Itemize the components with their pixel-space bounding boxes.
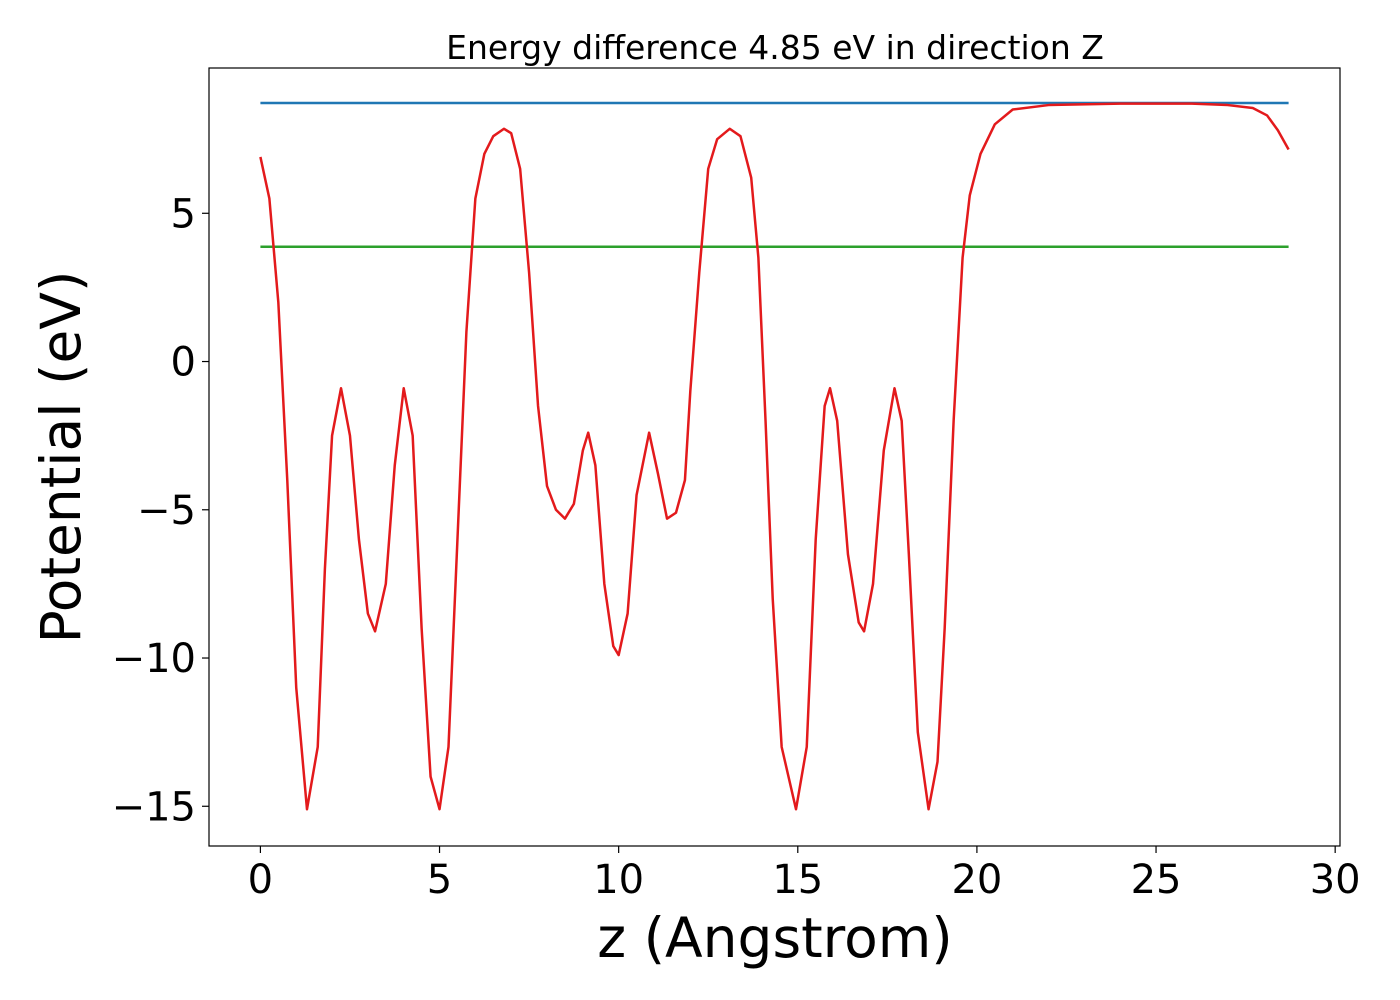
y-tick-label: −15 <box>112 784 196 830</box>
x-tick-label: 5 <box>427 857 452 903</box>
y-axis-label: Potential (eV) <box>29 271 93 644</box>
y-tick-label: 5 <box>171 191 196 237</box>
x-tick-label: 25 <box>1131 857 1182 903</box>
x-tick-label: 15 <box>772 857 823 903</box>
line-series <box>259 102 1290 811</box>
y-tick-label: 0 <box>171 340 196 386</box>
x-tick-label: 30 <box>1310 857 1361 903</box>
plot-frame <box>208 67 1341 847</box>
x-tick-label: 0 <box>248 857 273 903</box>
x-tick-label: 20 <box>951 857 1002 903</box>
y-tick-label: −10 <box>112 636 196 682</box>
y-tick-label: −5 <box>137 488 196 534</box>
chart-title: Energy difference 4.85 eV in direction Z <box>446 28 1104 67</box>
x-tick-label: 10 <box>593 857 644 903</box>
x-axis-label: z (Angstrom) <box>597 906 953 970</box>
